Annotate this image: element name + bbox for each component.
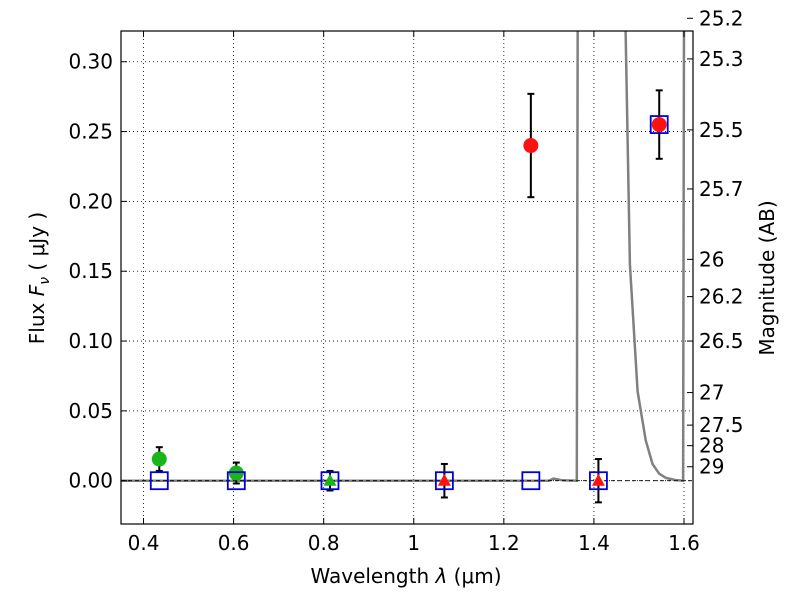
x-tick-label: 0.4 xyxy=(128,531,160,555)
y-tick-label: 0.20 xyxy=(68,189,113,213)
magnitude-tick-label: 25.2 xyxy=(699,6,744,30)
model-squares-point xyxy=(589,471,608,491)
green-detections-point xyxy=(151,451,167,467)
model-squares-point xyxy=(320,471,340,491)
magnitude-tick-label: 25.7 xyxy=(699,177,744,201)
model-squares-point xyxy=(149,471,169,491)
magnitude-tick-label: 27 xyxy=(699,381,724,405)
magnitude-tick-label: 29 xyxy=(699,455,724,479)
x-axis-title: Wavelength λ (μm) xyxy=(310,564,501,588)
x-tick-label: 0.6 xyxy=(218,531,250,555)
y-tick-label: 0.15 xyxy=(68,259,113,283)
y-axis-title: Flux Fν ( μJy ) xyxy=(25,212,53,344)
magnitude-tick-label: 26.5 xyxy=(699,329,744,353)
model-squares-point xyxy=(649,115,669,134)
magnitude-tick-label: 26 xyxy=(699,247,724,271)
y-tick-label: 0.10 xyxy=(68,329,113,353)
magnitude-tick-label: 26.2 xyxy=(699,285,744,309)
model-squares-point xyxy=(434,471,454,491)
plot-frame xyxy=(120,30,694,525)
green-upper-limits-point xyxy=(323,473,337,486)
y-tick-label: 0.30 xyxy=(68,50,113,74)
grid xyxy=(121,31,693,524)
magnitude-tick-label: 28 xyxy=(699,434,724,458)
axis-ticks: 0.4 0.6 0.8 1 1.2 1.4 1.6 0.00 0.05 0.10 0.15 0.20 0… xyxy=(68,6,743,555)
x-tick-label: 1.2 xyxy=(488,531,520,555)
x-tick-label: 1.6 xyxy=(668,531,700,555)
data-markers xyxy=(149,89,669,504)
model-squares-point xyxy=(521,471,541,491)
y-tick-label: 0.00 xyxy=(68,469,113,493)
right-axis-title: Magnitude (AB) xyxy=(755,200,779,355)
magnitude-tick-label: 25.5 xyxy=(699,118,744,142)
red-upper-limits-point xyxy=(591,473,605,486)
red-upper-limits-point xyxy=(437,473,451,486)
y-tick-label: 0.25 xyxy=(68,120,113,144)
x-tick-label: 1.4 xyxy=(578,531,610,555)
x-tick-label: 0.8 xyxy=(308,531,340,555)
model-squares-point xyxy=(226,471,246,491)
model-spectrum-layer xyxy=(121,31,686,483)
red-detections-point xyxy=(523,138,539,154)
model-spectrum-line xyxy=(121,31,686,483)
y-tick-label: 0.05 xyxy=(68,399,113,423)
x-tick-label: 1 xyxy=(407,531,420,555)
red-detections-point xyxy=(651,117,667,133)
magnitude-tick-label: 25.3 xyxy=(699,47,744,71)
magnitude-tick-label: 27.5 xyxy=(699,413,744,437)
